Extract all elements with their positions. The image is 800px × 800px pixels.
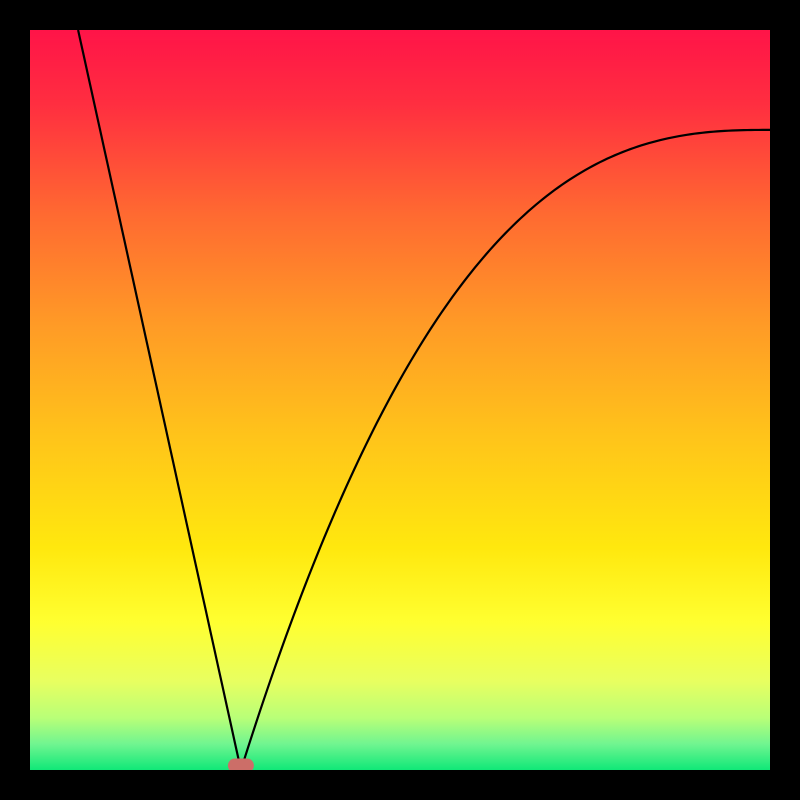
bottleneck-curve-chart xyxy=(0,0,800,800)
chart-stage: TheBottleneck.com xyxy=(0,0,800,800)
